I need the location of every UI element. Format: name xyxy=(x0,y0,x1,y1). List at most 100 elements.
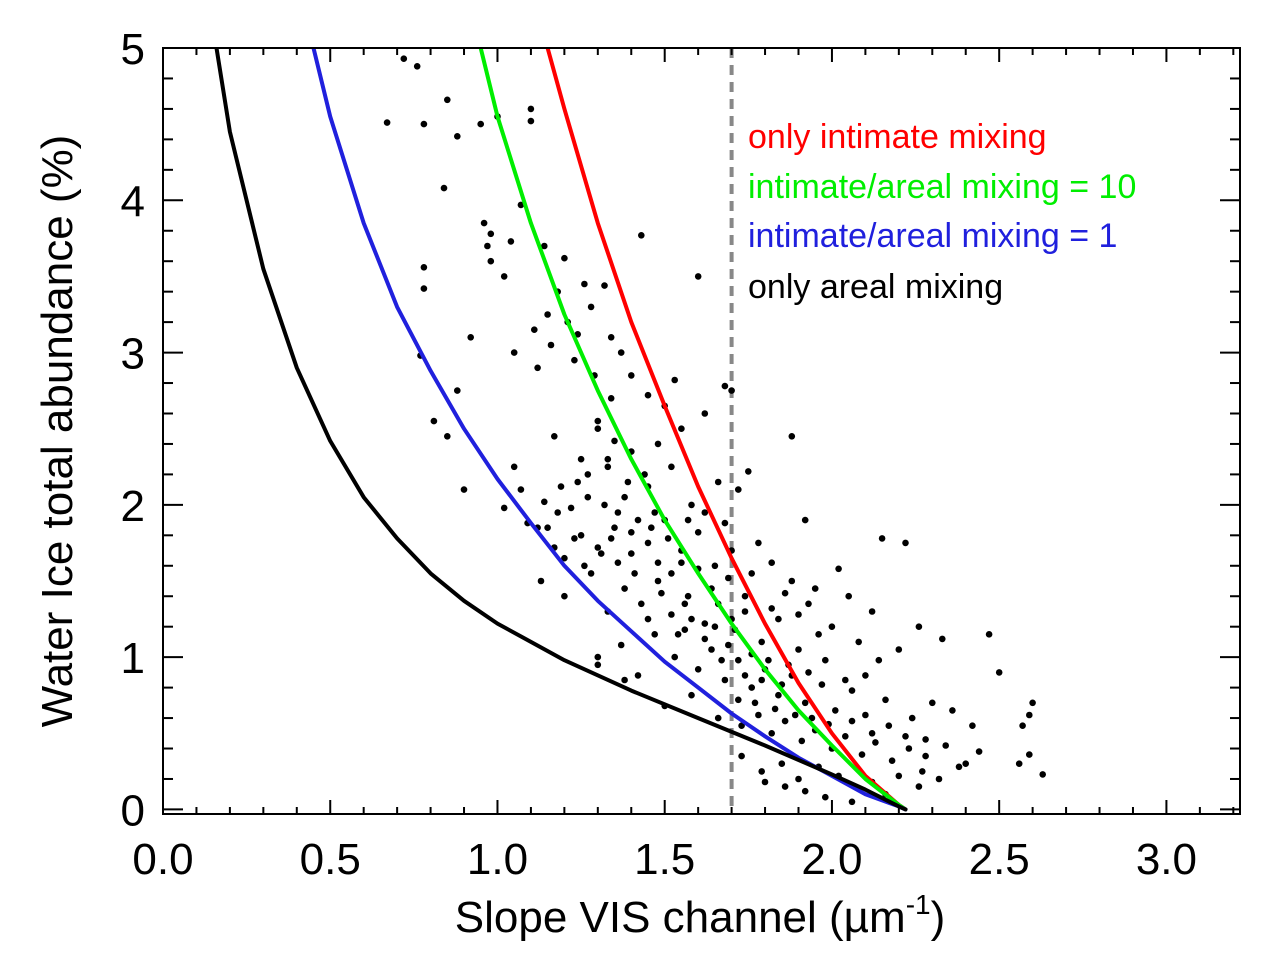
scatter-point-257 xyxy=(607,395,615,402)
scatter-point-205 xyxy=(842,676,849,684)
scatter-point-95 xyxy=(855,638,862,646)
legend-entry-ratio-10: intimate/areal mixing = 10 xyxy=(748,168,1136,206)
scatter-point-253 xyxy=(617,349,625,356)
scatter-point-233 xyxy=(581,562,588,570)
scatter-point-155 xyxy=(778,760,786,767)
scatter-point-255 xyxy=(644,391,652,399)
scatter-point-230 xyxy=(631,570,638,577)
scatter-point-48 xyxy=(621,493,628,501)
scatter-point-151 xyxy=(1026,751,1033,758)
scatter-point-21 xyxy=(561,254,568,262)
scatter-point-183 xyxy=(614,509,622,516)
scatter-point-240 xyxy=(721,519,729,527)
scatter-point-83 xyxy=(654,577,662,585)
scatter-point-192 xyxy=(654,440,662,448)
scatter-point-132 xyxy=(755,711,762,719)
scatter-point-98 xyxy=(915,623,923,630)
scatter-point-7 xyxy=(477,120,485,128)
scatter-point-173 xyxy=(725,574,732,582)
scatter-point-162 xyxy=(919,768,926,775)
scatter-point-145 xyxy=(962,760,969,767)
scatter-point-147 xyxy=(1015,760,1023,767)
scatter-point-239 xyxy=(701,509,709,516)
x-axis-title-close: ) xyxy=(931,893,946,942)
scatter-point-69 xyxy=(768,559,775,566)
y-tick-label-4: 4 xyxy=(121,177,145,226)
scatter-point-214 xyxy=(771,705,779,713)
axis-tick-labels-layer: 0.0 0.5 1.0 1.5 2.0 2.5 3.0 0 1 2 3 4 5 xyxy=(121,25,1197,884)
scatter-point-208 xyxy=(688,615,695,623)
scatter-point-134 xyxy=(781,717,789,725)
scatter-point-56 xyxy=(755,539,762,547)
scatter-point-198 xyxy=(668,570,675,577)
series-line-0 xyxy=(545,48,908,812)
scatter-point-238 xyxy=(684,516,692,524)
scatter-point-211 xyxy=(718,656,725,664)
scatter-point-141 xyxy=(888,757,896,764)
scatter-point-105 xyxy=(651,631,658,638)
scatter-point-45 xyxy=(554,509,561,516)
scatter-point-74 xyxy=(868,608,876,615)
scatter-point-8 xyxy=(527,105,535,113)
scatter-point-0 xyxy=(400,55,408,62)
scatter-point-84 xyxy=(668,611,675,618)
scatter-point-176 xyxy=(741,592,749,600)
scatter-point-28 xyxy=(454,387,461,394)
y-tick-label-3: 3 xyxy=(121,330,145,379)
scatter-point-102 xyxy=(594,661,602,669)
scatter-point-156 xyxy=(795,775,802,783)
scatter-point-73 xyxy=(845,592,852,600)
scatter-point-81 xyxy=(621,585,628,592)
scatter-point-76 xyxy=(902,539,909,547)
scatter-point-79 xyxy=(587,570,595,577)
scatter-point-116 xyxy=(801,699,809,707)
x-tick-label-3: 1.5 xyxy=(634,835,695,884)
scatter-point-38 xyxy=(701,410,709,417)
scatter-point-20 xyxy=(541,242,548,250)
scatter-point-139 xyxy=(858,751,866,758)
scatter-point-241 xyxy=(541,498,548,506)
scatter-point-39 xyxy=(721,382,729,390)
scatter-point-152 xyxy=(1039,771,1046,778)
scatter-point-185 xyxy=(584,493,592,501)
scatter-point-130 xyxy=(714,714,722,722)
scatter-point-138 xyxy=(842,733,849,740)
scatter-point-31 xyxy=(444,433,451,440)
scatter-point-65 xyxy=(694,529,702,536)
scatter-point-260 xyxy=(547,341,555,349)
scatter-point-216 xyxy=(808,714,816,722)
scatter-point-23 xyxy=(694,273,702,280)
scatter-point-71 xyxy=(811,585,819,592)
scatter-point-204 xyxy=(822,656,829,664)
scatter-point-53 xyxy=(735,486,742,493)
scatter-point-161 xyxy=(895,772,903,780)
scatter-point-19 xyxy=(500,273,508,280)
scatter-point-24 xyxy=(601,282,608,289)
legend-entry-ratio-1: intimate/areal mixing = 1 xyxy=(748,217,1117,255)
scatter-point-50 xyxy=(668,463,675,471)
scatter-point-223 xyxy=(741,672,749,679)
scatter-point-5 xyxy=(454,133,461,140)
scatter-point-14 xyxy=(484,242,491,250)
scatter-point-9 xyxy=(527,117,535,125)
scatter-point-118 xyxy=(832,707,839,714)
scatter-point-99 xyxy=(939,635,946,643)
scatter-point-227 xyxy=(711,623,719,630)
scatter-point-166 xyxy=(822,793,829,801)
scatter-point-127 xyxy=(621,676,628,684)
scatter-point-243 xyxy=(557,483,565,490)
scatter-point-43 xyxy=(517,486,525,493)
scatter-point-121 xyxy=(882,696,889,704)
scatter-point-40 xyxy=(728,387,735,394)
x-tick-label-5: 2.5 xyxy=(969,835,1030,884)
scatter-point-181 xyxy=(651,509,658,516)
scatter-point-111 xyxy=(735,656,742,664)
scatter-point-177 xyxy=(768,605,775,612)
scatter-point-149 xyxy=(1029,699,1036,707)
scatter-point-96 xyxy=(875,656,883,664)
scatter-point-229 xyxy=(658,589,665,597)
scatter-point-220 xyxy=(885,722,893,729)
scatter-point-78 xyxy=(561,592,568,600)
scatter-point-221 xyxy=(902,733,909,740)
series-line-3 xyxy=(214,48,908,812)
